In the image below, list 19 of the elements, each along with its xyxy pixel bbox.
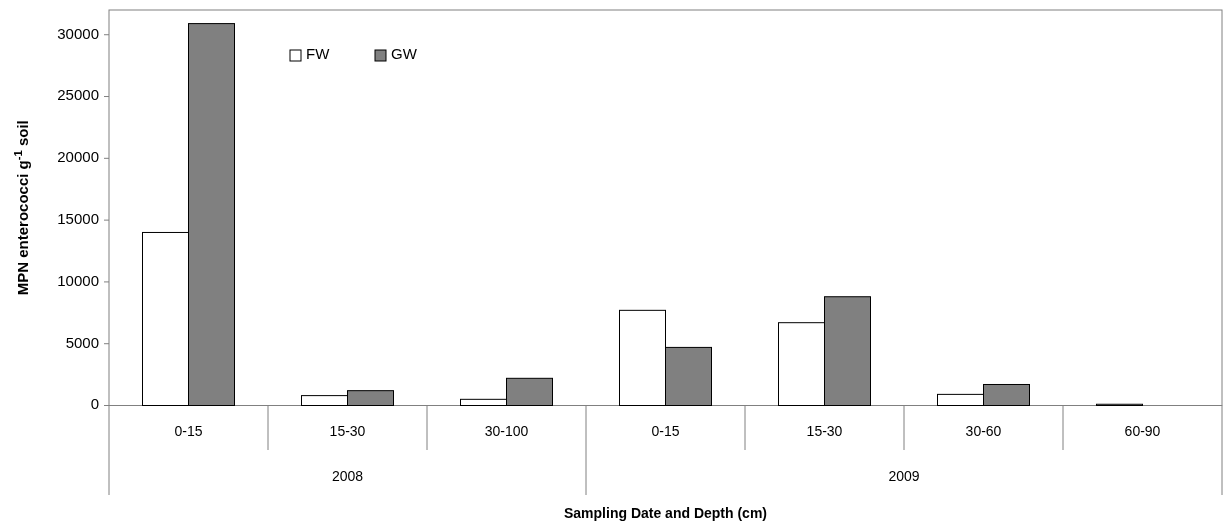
y-tick-label: 0 <box>90 395 99 413</box>
y-tick-label: 10000 <box>57 271 99 289</box>
x-tick-label: 30-60 <box>965 423 1002 439</box>
x-tick-label: 30-100 <box>484 423 529 439</box>
x-tick-label: 60-90 <box>1124 423 1161 439</box>
y-tick-label: 5000 <box>65 333 99 351</box>
text: 2008 <box>331 468 364 484</box>
y-tick-label: 25000 <box>57 86 99 104</box>
x-tick-label: 15-30 <box>806 423 843 439</box>
y-tick-label: 30000 <box>57 24 99 42</box>
y-tick-label: 15000 <box>57 210 99 228</box>
y-tick-label: 20000 <box>57 148 99 166</box>
legend-label: FW <box>306 44 331 62</box>
x-tick-label: 0-15 <box>174 423 203 439</box>
legend-label: GW <box>391 44 418 62</box>
x-tick-label: 15-30 <box>329 423 366 439</box>
x-axis-title: Sampling Date and Depth (cm) <box>563 505 768 521</box>
text: 2009 <box>888 468 920 484</box>
x-tick-label: 0-15 <box>651 423 680 439</box>
